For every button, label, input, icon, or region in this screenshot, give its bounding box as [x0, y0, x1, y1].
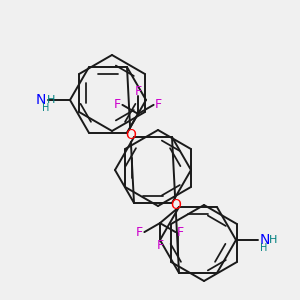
Text: F: F: [177, 226, 184, 238]
Text: O: O: [125, 128, 136, 142]
Text: H: H: [47, 95, 56, 105]
Text: F: F: [156, 238, 164, 252]
Text: F: F: [134, 85, 142, 98]
Text: H: H: [260, 243, 268, 253]
Text: H: H: [42, 103, 50, 113]
Text: N: N: [36, 93, 46, 107]
Text: F: F: [155, 98, 162, 111]
Text: O: O: [170, 198, 181, 212]
Text: F: F: [136, 226, 143, 238]
Text: F: F: [114, 98, 121, 111]
Text: N: N: [260, 233, 270, 247]
Text: H: H: [269, 235, 278, 245]
